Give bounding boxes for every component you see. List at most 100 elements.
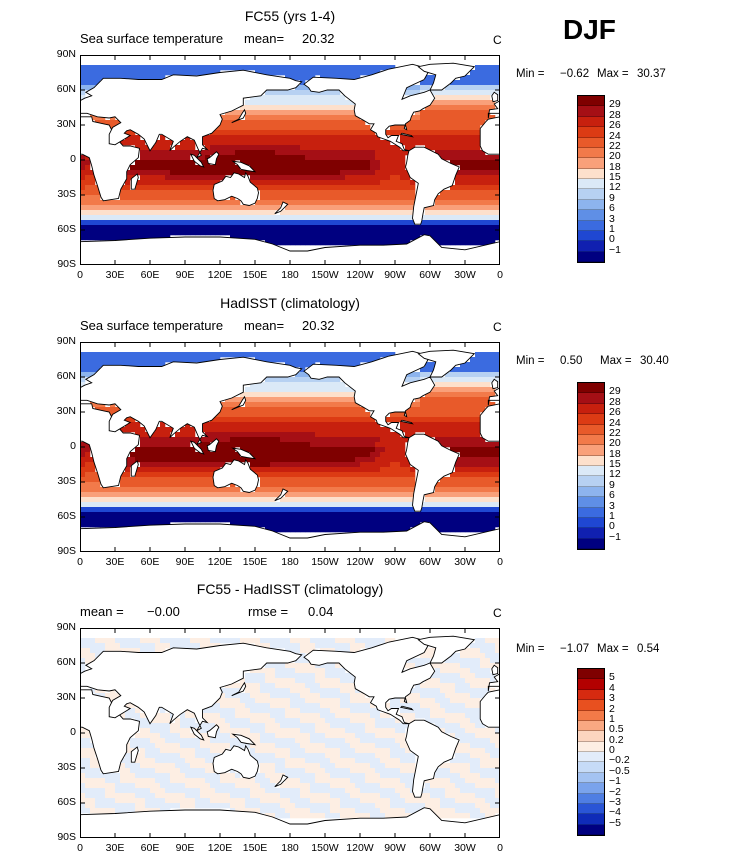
latitude-tick-label: 90S <box>57 545 76 557</box>
colorbar-swatch <box>578 168 604 179</box>
colorbar-swatch <box>578 824 604 835</box>
longitude-tick-label: 0 <box>77 269 83 281</box>
land-southAmerica <box>405 146 460 225</box>
colorbar-tick-label: 22 <box>609 139 621 152</box>
colorbar-tick-label: 3 <box>609 692 615 705</box>
land-japan <box>231 681 247 697</box>
colorbar-tick-label: 18 <box>609 160 621 173</box>
latitude-tick-label: 30S <box>57 188 76 200</box>
land-uk <box>491 378 499 390</box>
land-eurasia <box>80 356 303 446</box>
colorbar-swatch <box>578 393 604 404</box>
colorbar-swatch <box>578 783 604 794</box>
longitude-tick-label: 30E <box>105 842 125 854</box>
longitude-tick-label: 90E <box>175 269 195 281</box>
colorbar-swatch <box>578 538 604 549</box>
longitude-tick-label: 90E <box>175 842 195 854</box>
land-eurasia <box>487 100 500 119</box>
longitude-tick-label: 180 <box>281 556 299 568</box>
colorbar-swatch <box>578 199 604 211</box>
colorbar-swatch <box>578 741 604 752</box>
land-africa <box>80 403 140 489</box>
land-newZealand <box>274 774 289 788</box>
colorbar <box>577 668 605 836</box>
latitude-tick-label: 90N <box>56 335 76 347</box>
longitude-tick-label: 60E <box>140 842 160 854</box>
longitude-tick-label: 90W <box>384 269 406 281</box>
longitude-tick-label: 90E <box>175 556 195 568</box>
colorbar-tick-label: −4 <box>609 806 621 819</box>
land-cuba <box>399 705 414 711</box>
latitude-tick-label: 90N <box>56 621 76 633</box>
colorbar-tick-label: 29 <box>609 98 621 111</box>
colorbar-swatch <box>578 814 604 825</box>
stat-label: mean= <box>244 31 285 46</box>
colorbar-swatch <box>578 251 604 262</box>
max-value: 30.40 <box>640 355 669 367</box>
min-label: Min = <box>516 643 545 655</box>
land-newGuinea <box>231 160 257 173</box>
colorbar-tick-label: 28 <box>609 108 621 121</box>
colorbar-swatch <box>578 731 604 742</box>
longitude-tick-label: 90W <box>384 556 406 568</box>
land-eurasia <box>80 642 303 732</box>
colorbar-swatch <box>578 116 604 128</box>
longitude-tick-label: 150W <box>311 269 339 281</box>
longitude-tick-label: 30W <box>454 842 476 854</box>
latitude-tick-label: 0 <box>70 726 76 738</box>
max-value: 0.54 <box>637 643 660 655</box>
colorbar-swatch <box>578 752 604 763</box>
colorbar-swatch <box>578 700 604 711</box>
longitude-tick-label: 150E <box>242 269 268 281</box>
panel-title: HadISST (climatology) <box>220 295 360 311</box>
colorbar-tick-label: 0.2 <box>609 733 624 746</box>
colorbar-tick-label: 20 <box>609 150 621 163</box>
colorbar-swatch <box>578 414 604 425</box>
latitude-tick-label: 0 <box>70 440 76 452</box>
stat-value: 20.32 <box>302 318 335 333</box>
colorbar-swatch <box>578 476 604 487</box>
latitude-tick-label: 90S <box>57 831 76 843</box>
land-australia <box>212 744 259 779</box>
land-madagascar <box>130 173 139 190</box>
colorbar-swatch <box>578 445 604 456</box>
colorbar-tick-label: −1 <box>609 530 621 543</box>
colorbar-tick-label: −0.5 <box>609 764 630 777</box>
stat-value: 20.32 <box>302 31 335 46</box>
colorbar-tick-label: 24 <box>609 129 621 142</box>
longitude-tick-label: 30E <box>105 269 125 281</box>
rmse-value: 0.04 <box>308 604 334 619</box>
land-greenland <box>417 349 476 378</box>
land-eurasia <box>487 673 500 692</box>
latitude-tick-label: 30S <box>57 475 76 487</box>
land-greenland <box>417 635 476 664</box>
min-label: Min = <box>516 68 545 80</box>
longitude-tick-label: 0 <box>497 842 503 854</box>
colorbar-swatch <box>578 137 604 148</box>
colorbar-swatch <box>578 669 604 680</box>
colorbar-tick-label: 9 <box>609 191 615 204</box>
land-greenland <box>417 62 476 91</box>
colorbar-tick-label: 0 <box>609 744 615 756</box>
min-value: −1.07 <box>560 643 590 655</box>
colorbar-swatch <box>578 96 604 107</box>
land-africa <box>80 116 140 202</box>
longitude-tick-label: 150W <box>311 556 339 568</box>
longitude-tick-label: 60E <box>140 269 160 281</box>
season-label: DJF <box>563 14 616 45</box>
longitude-tick-label: 0 <box>77 556 83 568</box>
latitude-tick-label: 60N <box>56 656 76 668</box>
colorbar <box>577 95 605 263</box>
colorbar-tick-label: 12 <box>609 181 621 194</box>
land-eurasia <box>80 69 303 159</box>
latitude-tick-label: 60S <box>57 510 76 522</box>
colorbar-swatch <box>578 486 604 498</box>
land-borneo <box>206 724 220 739</box>
max-label: Max = <box>600 355 632 367</box>
colorbar-tick-label: −2 <box>609 785 621 798</box>
colorbar-tick-label: 15 <box>609 171 621 183</box>
colorbar-tick-label: −1 <box>609 243 621 256</box>
longitude-tick-label: 90W <box>384 842 406 854</box>
colorbar-tick-label: 12 <box>609 468 621 481</box>
colorbar-swatch <box>578 158 604 169</box>
